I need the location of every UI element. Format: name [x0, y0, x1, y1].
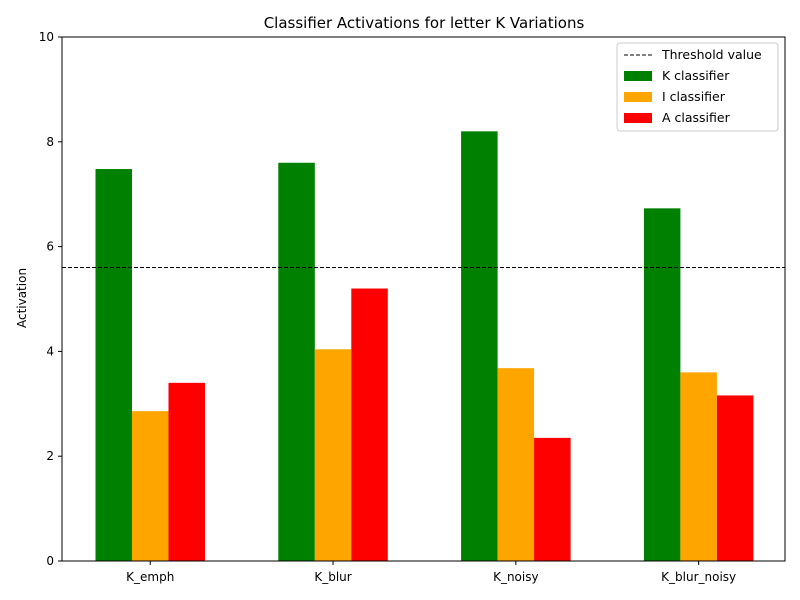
plot-frame: [61, 36, 786, 562]
bar-i-k-emph: [132, 411, 169, 561]
legend-label: A classifier: [662, 110, 731, 125]
chart-title: Classifier Activations for letter K Vari…: [264, 14, 585, 32]
x-axis-ticks: K_emph K_blur K_noisy K_blur_noisy: [126, 561, 736, 584]
bar-i-k-noisy: [497, 368, 535, 561]
bar-a-k-noisy: [534, 437, 571, 561]
bar-i-k-blur: [314, 349, 352, 561]
bar-k-k-blur-noisy: [643, 208, 681, 561]
bar-a-k-blur-noisy: [716, 395, 754, 561]
legend-box: [616, 42, 779, 132]
bar-k-k-blur: [278, 162, 315, 561]
bar-a-k-blur: [351, 288, 388, 561]
bar-k-k-emph: [95, 169, 132, 561]
bars: [95, 131, 754, 561]
y-tick-label: 2: [46, 449, 54, 463]
legend-swatch: [624, 92, 652, 102]
legend-threshold-label: Threshold value: [661, 47, 762, 62]
legend: Threshold value K classifier I classifier A…: [616, 42, 779, 132]
bar-a-k-emph: [168, 382, 205, 561]
bar-i-k-blur-noisy: [680, 372, 717, 561]
y-tick-label: 4: [46, 344, 54, 358]
x-tick-label: K_emph: [126, 570, 174, 584]
y-tick-label: 0: [46, 554, 54, 568]
legend-swatch: [624, 71, 652, 81]
x-tick-label: K_blur: [314, 570, 351, 584]
x-tick-label: K_noisy: [493, 570, 539, 584]
legend-swatch: [624, 113, 652, 123]
y-tick-label: 8: [46, 135, 54, 149]
bar-k-k-noisy: [461, 131, 498, 561]
x-tick-label: K_blur_noisy: [661, 570, 736, 584]
y-tick-label: 10: [39, 30, 54, 44]
y-tick-label: 6: [46, 240, 54, 254]
y-axis-ticks: 0 2 4 6 8 10: [39, 30, 62, 568]
legend-label: K classifier: [662, 68, 730, 83]
y-axis-label: Activation: [15, 268, 29, 328]
legend-label: I classifier: [662, 89, 726, 104]
